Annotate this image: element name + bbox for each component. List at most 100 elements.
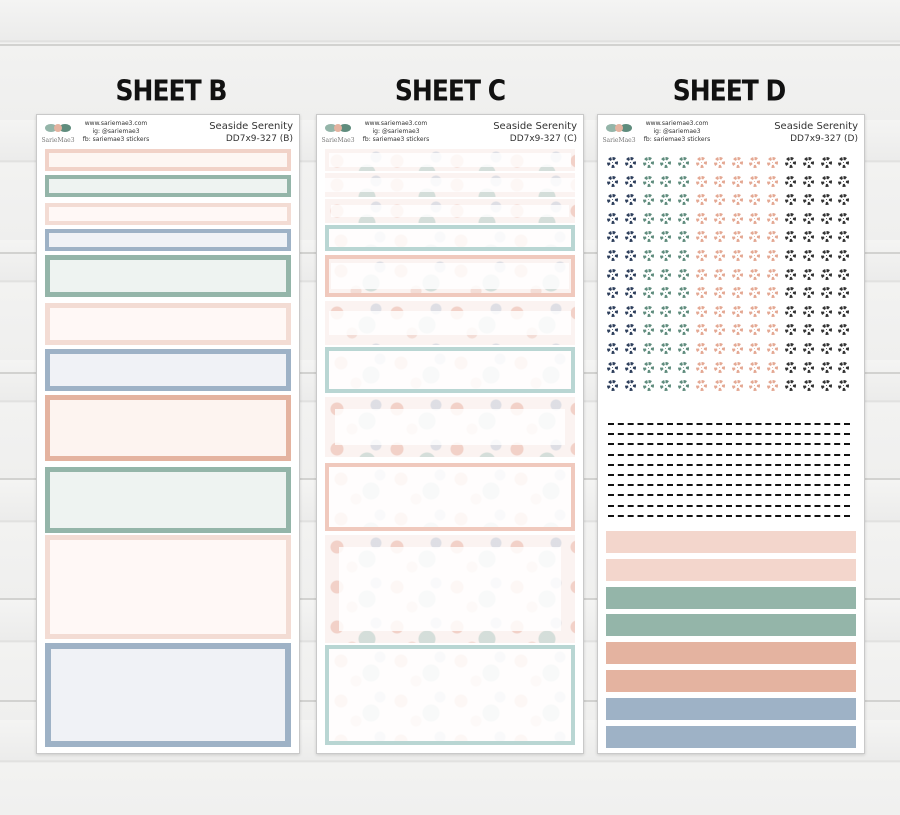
flower-icon bbox=[607, 250, 618, 261]
flower-icon bbox=[678, 305, 690, 317]
flower-icon bbox=[678, 268, 690, 280]
flower-icon bbox=[820, 324, 832, 336]
flower-icon bbox=[696, 324, 707, 336]
flower-icon bbox=[820, 231, 832, 243]
flower-icon bbox=[607, 287, 618, 299]
sheet-c-title: SHEET C bbox=[394, 73, 506, 108]
box-sticker bbox=[45, 467, 291, 533]
color-strip bbox=[606, 642, 856, 665]
flower-icon bbox=[767, 380, 779, 392]
flower-icon bbox=[660, 287, 672, 299]
flower-icon bbox=[749, 250, 761, 261]
flower-icon bbox=[660, 212, 672, 224]
pattern-sticker bbox=[325, 149, 575, 171]
flower-icon bbox=[696, 343, 707, 354]
flower-icon bbox=[802, 212, 814, 224]
flower-icon bbox=[838, 343, 850, 354]
flower-icon bbox=[642, 231, 654, 243]
box-sticker bbox=[45, 229, 291, 251]
flower-icon bbox=[607, 324, 618, 336]
flower-icon bbox=[678, 380, 690, 392]
pattern-sticker bbox=[325, 397, 575, 457]
flower-icon bbox=[731, 287, 743, 299]
flower-icon bbox=[660, 175, 672, 187]
dashed-line bbox=[608, 433, 850, 436]
dashed-line bbox=[608, 484, 850, 487]
flower-icon bbox=[624, 212, 636, 224]
flower-icon bbox=[749, 380, 761, 392]
flower-icon bbox=[820, 157, 832, 168]
flower-icon bbox=[785, 175, 796, 187]
shop-contact: www.sariemae3.com ig: @sariemae3 fb: sar… bbox=[357, 120, 435, 144]
flower-icon bbox=[838, 175, 850, 187]
flower-icon bbox=[713, 361, 725, 373]
flower-icon bbox=[731, 212, 743, 224]
flower-icon bbox=[696, 287, 707, 299]
flower-icon bbox=[767, 287, 779, 299]
color-strip bbox=[606, 725, 856, 748]
svg-text:SarieMae3: SarieMae3 bbox=[321, 137, 354, 144]
color-strip bbox=[606, 697, 856, 720]
flower-icon bbox=[767, 194, 779, 206]
flower-icon bbox=[624, 231, 636, 243]
flower-icon bbox=[749, 212, 761, 224]
shop-facebook: fb: sariemae3 stickers bbox=[82, 136, 150, 143]
flower-icon bbox=[607, 157, 618, 168]
flower-icon bbox=[731, 380, 743, 392]
box-sticker bbox=[45, 395, 291, 461]
flower-icon bbox=[838, 212, 850, 224]
sheet-b-title: SHEET B bbox=[115, 73, 228, 108]
flower-icon bbox=[785, 250, 796, 261]
flower-icon bbox=[678, 194, 690, 206]
shop-facebook: fb: sariemae3 stickers bbox=[643, 136, 711, 143]
flower-icon bbox=[678, 343, 690, 354]
dashed-line bbox=[608, 443, 850, 446]
flower-icon bbox=[660, 268, 672, 280]
flower-icon bbox=[802, 231, 814, 243]
flower-icon bbox=[731, 343, 743, 354]
flower-icon bbox=[838, 194, 850, 206]
flower-icon bbox=[713, 268, 725, 280]
flower-icon bbox=[624, 361, 636, 373]
flower-icon bbox=[749, 194, 761, 206]
flower-icon bbox=[767, 175, 779, 187]
flower-icon bbox=[696, 175, 707, 187]
flower-icon bbox=[820, 175, 832, 187]
flower-icon bbox=[678, 157, 690, 168]
flower-icon bbox=[785, 305, 796, 317]
flower-icon bbox=[802, 380, 814, 392]
flower-icon bbox=[767, 268, 779, 280]
flower-icon bbox=[785, 194, 796, 206]
flower-icon bbox=[802, 194, 814, 206]
color-strip bbox=[606, 558, 856, 581]
flower-icon bbox=[731, 324, 743, 336]
flower-icon bbox=[642, 324, 654, 336]
shop-contact: www.sariemae3.com ig: @sariemae3 fb: sar… bbox=[638, 120, 716, 144]
pattern-sticker bbox=[325, 199, 575, 223]
box-sticker bbox=[45, 175, 291, 197]
pattern-sticker bbox=[325, 225, 575, 251]
flower-icon bbox=[838, 380, 850, 392]
flower-icon bbox=[660, 361, 672, 373]
flower-icon bbox=[838, 324, 850, 336]
flower-icon bbox=[785, 157, 796, 168]
shop-facebook: fb: sariemae3 stickers bbox=[362, 136, 430, 143]
flower-icon bbox=[785, 268, 796, 280]
flower-icon bbox=[624, 287, 636, 299]
flower-icon bbox=[749, 343, 761, 354]
flower-icon bbox=[624, 157, 636, 168]
flower-icon bbox=[642, 268, 654, 280]
flower-icon bbox=[607, 380, 618, 392]
flower-icon bbox=[660, 380, 672, 392]
sheet-d: SarieMae3 www.sariemae3.com ig: @sariema… bbox=[597, 114, 865, 754]
flower-icon bbox=[660, 231, 672, 243]
flower-icon bbox=[642, 361, 654, 373]
flower-icon bbox=[749, 157, 761, 168]
kit-code: DD7x9-327 (B) bbox=[225, 134, 293, 144]
shop-url: www.sariemae3.com bbox=[84, 120, 148, 127]
logo-icon: SarieMae3 bbox=[602, 124, 636, 144]
flower-icon bbox=[624, 380, 636, 392]
svg-text:SarieMae3: SarieMae3 bbox=[602, 137, 635, 144]
pattern-sticker bbox=[325, 463, 575, 531]
flower-icon bbox=[785, 343, 796, 354]
